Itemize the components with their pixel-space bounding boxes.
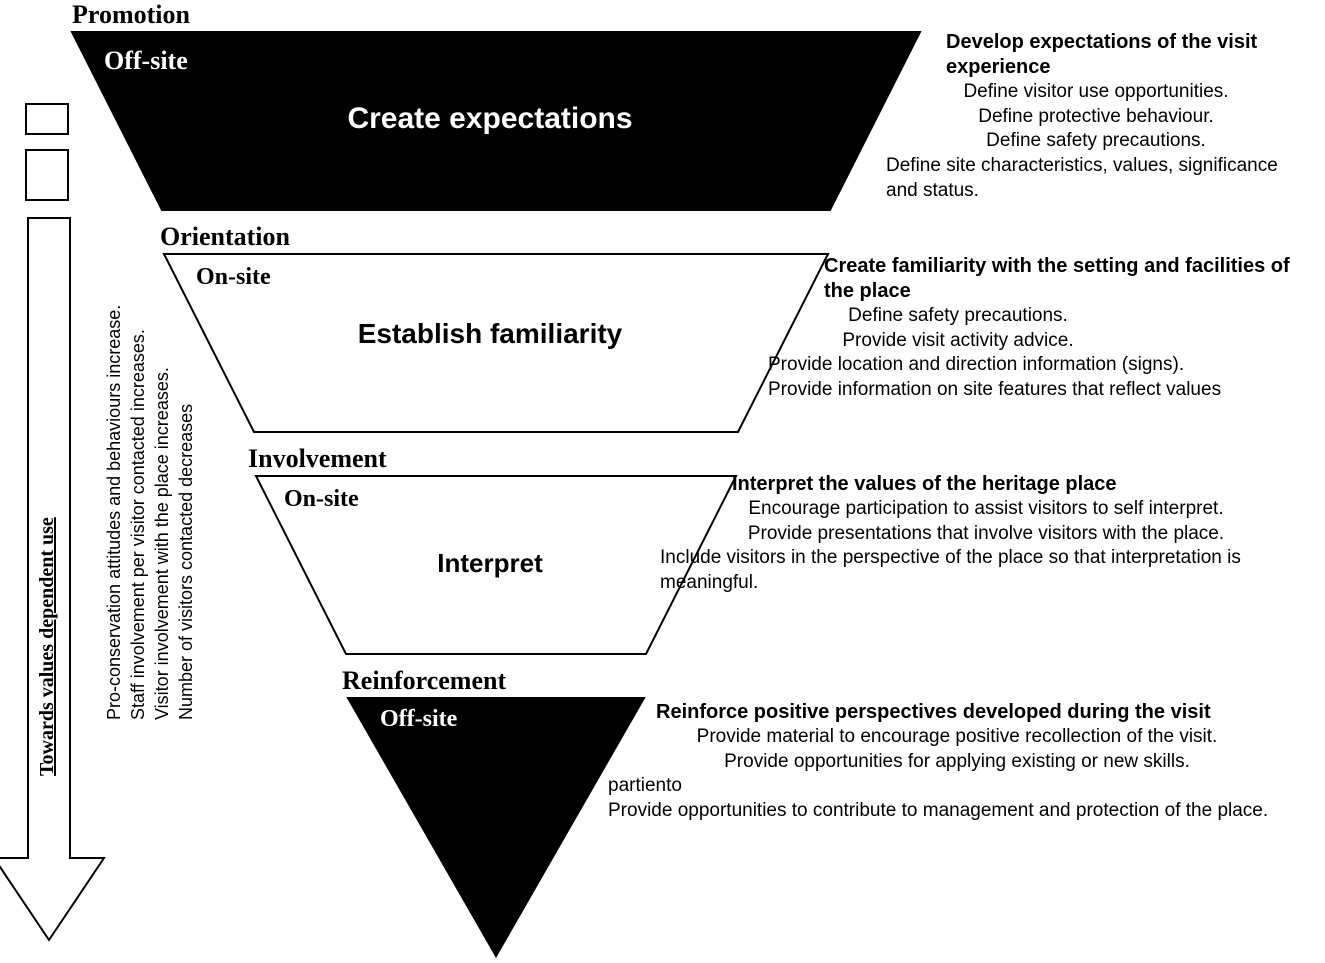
desc-lines-promotion: Define visitor use opportunities. Define… [886, 80, 1306, 203]
desc-line: Define safety precautions. [886, 129, 1306, 154]
desc-line: Provide location and direction informati… [768, 353, 1304, 378]
stage-label-promotion: Promotion [72, 0, 190, 30]
desc-line: Define protective behaviour. [886, 105, 1306, 130]
arrow-box-2 [26, 150, 68, 200]
vnote-3: Number of visitors contacted decreases [176, 404, 197, 720]
desc-promotion: Develop expectations of the visit experi… [946, 30, 1306, 203]
vnote-2: Visitor involvement with the place incre… [152, 367, 173, 720]
desc-line: Include visitors in the perspective of t… [660, 546, 1312, 595]
desc-line: Define safety precautions. [768, 304, 1148, 329]
trap-title-promotion: Create expectations [270, 102, 710, 136]
desc-heading-promotion: Develop expectations of the visit experi… [946, 30, 1306, 80]
arrow-box-1 [26, 104, 68, 134]
desc-line: Provide information on site features tha… [768, 378, 1304, 403]
desc-line: Define visitor use opportunities. [886, 80, 1306, 105]
site-label-involvement: On-site [284, 486, 359, 513]
desc-lines-orientation: Define safety precautions. Provide visit… [768, 304, 1304, 403]
trapezoid-reinforcement [348, 698, 644, 956]
desc-line: Encourage participation to assist visito… [660, 497, 1312, 522]
desc-involvement: Interpret the values of the heritage pla… [732, 472, 1312, 596]
vnote-1: Staff involvement per visitor contacted … [128, 329, 149, 720]
desc-reinforcement: Reinforce positive perspectives develope… [656, 700, 1306, 824]
trap-title-orientation: Establish familiarity [290, 318, 690, 350]
site-label-reinforcement: Off-site [380, 706, 457, 733]
desc-lines-involvement: Encourage participation to assist visito… [660, 497, 1312, 596]
desc-line: Provide opportunities for applying exist… [608, 750, 1306, 775]
stage-label-reinforcement: Reinforcement [342, 666, 506, 696]
desc-heading-reinforcement: Reinforce positive perspectives develope… [656, 700, 1306, 725]
desc-heading-orientation: Create familiarity with the setting and … [824, 254, 1304, 304]
desc-line: Provide material to encourage positive r… [608, 725, 1306, 750]
trap-title-involvement: Interpret [390, 548, 590, 579]
arrow-label: Towards values dependent use [36, 517, 59, 776]
desc-line: Provide visit activity advice. [768, 329, 1148, 354]
vnote-0: Pro-conservation attitudes and behaviour… [104, 305, 125, 720]
desc-heading-involvement: Interpret the values of the heritage pla… [732, 472, 1312, 497]
site-label-promotion: Off-site [104, 46, 188, 76]
funnel-diagram: Towards values dependent use Pro-conserv… [0, 0, 1325, 963]
desc-line: Define site characteristics, values, sig… [886, 154, 1306, 203]
stage-label-involvement: Involvement [248, 444, 387, 474]
desc-lines-reinforcement: Provide material to encourage positive r… [608, 725, 1306, 824]
site-label-orientation: On-site [196, 264, 271, 291]
desc-line: Provide presentations that involve visit… [660, 522, 1312, 547]
desc-orientation: Create familiarity with the setting and … [824, 254, 1304, 403]
desc-line: Provide opportunities to contribute to m… [608, 799, 1306, 824]
stage-label-orientation: Orientation [160, 222, 290, 252]
